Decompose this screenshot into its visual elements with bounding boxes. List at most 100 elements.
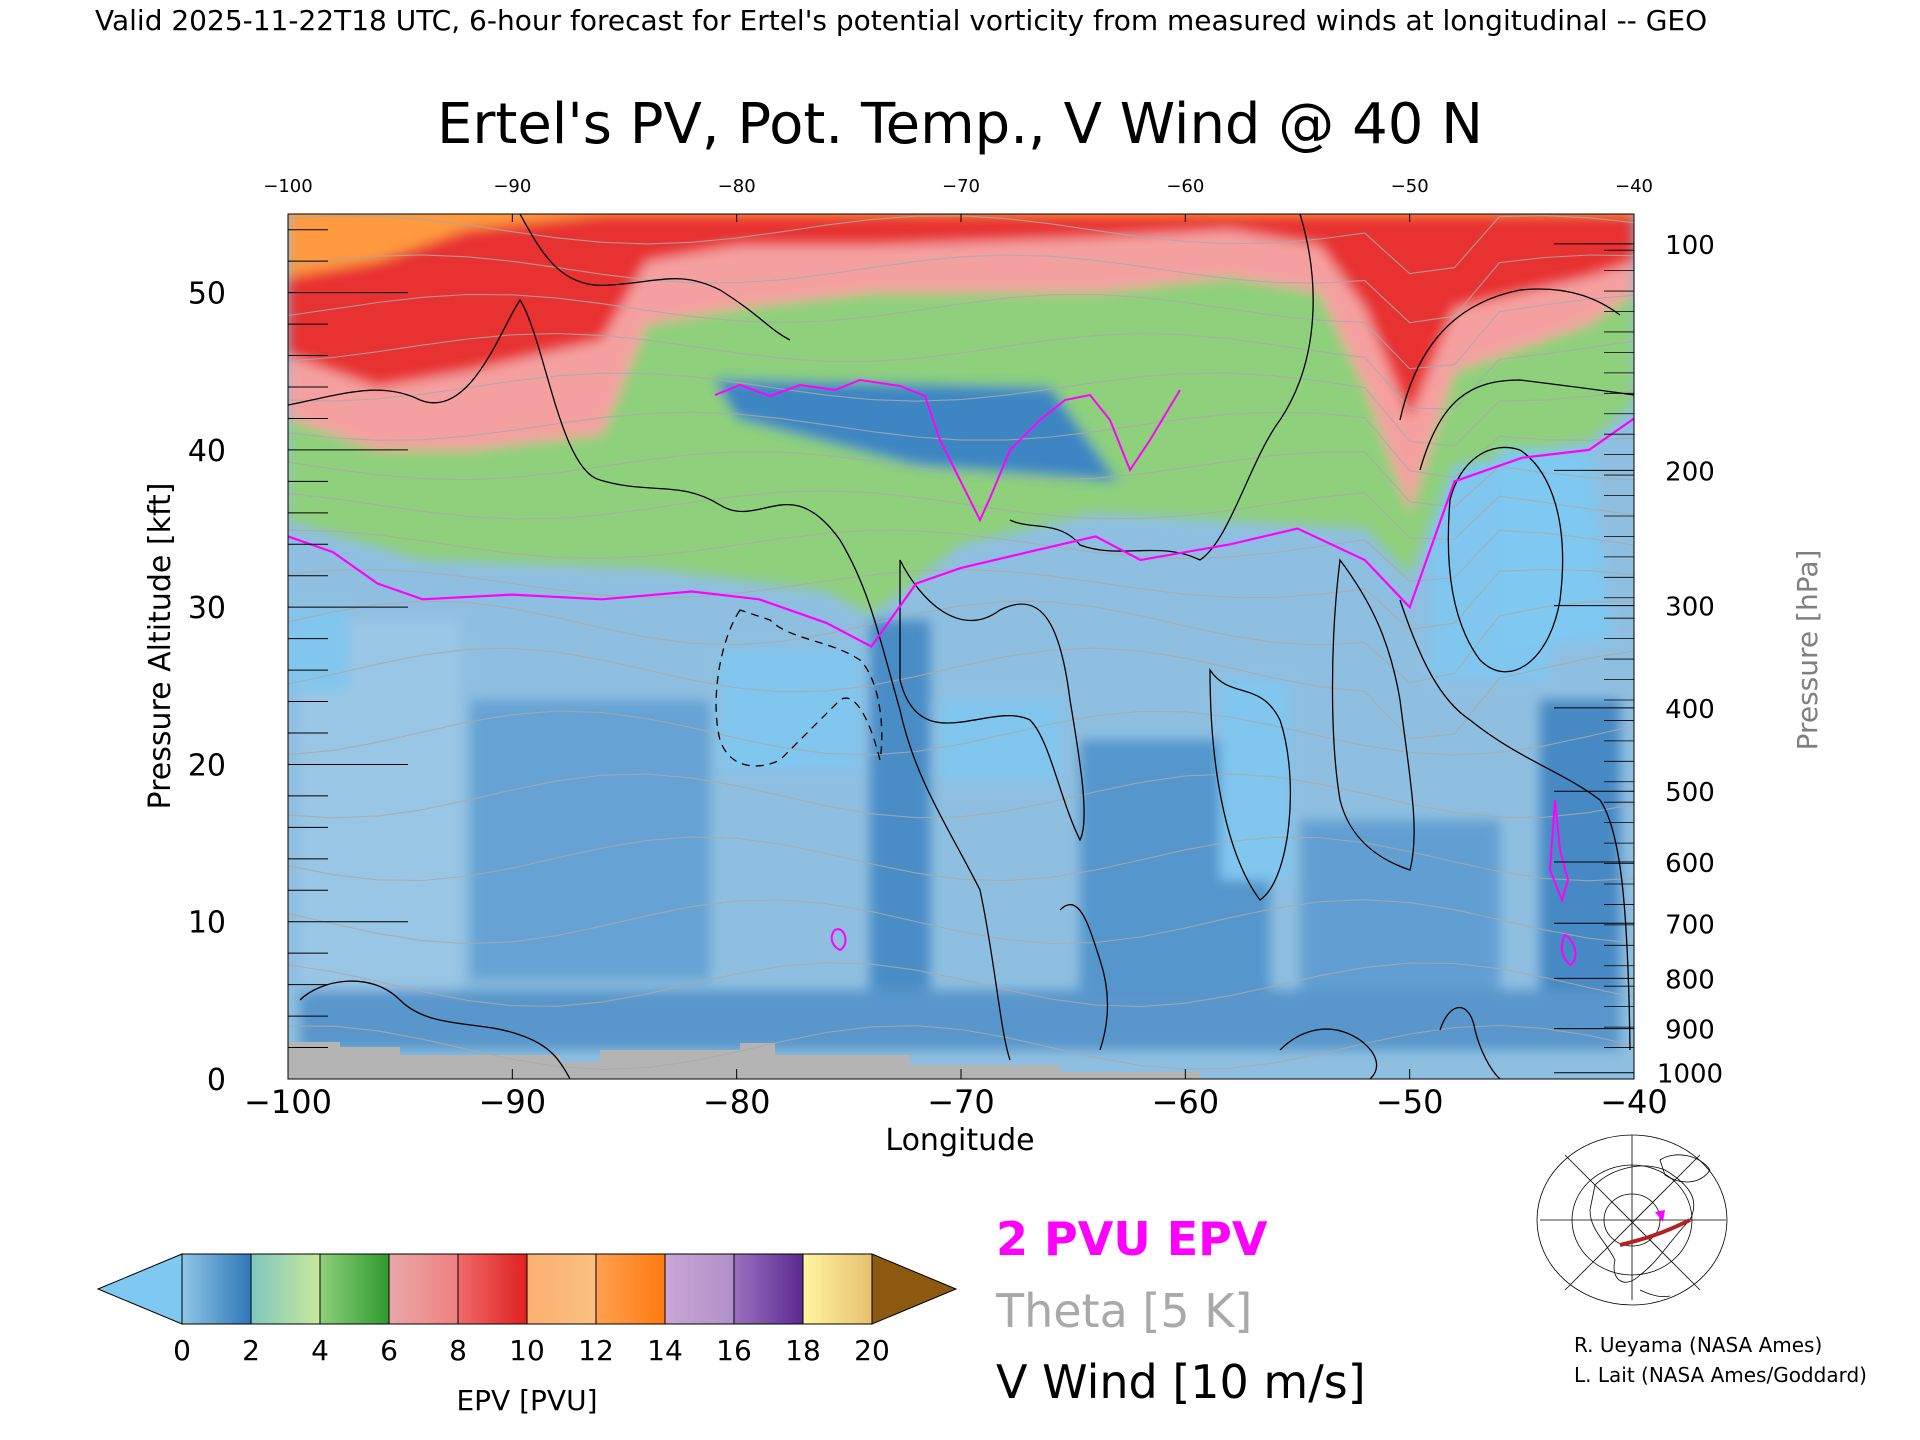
theta-line bbox=[288, 372, 1634, 447]
colorbar: 0 2 4 6 8 10 12 14 16 18 20 bbox=[96, 1253, 958, 1367]
legend-vwind: V Wind [10 m/s] bbox=[996, 1355, 1366, 1409]
y-tick-label: 10 bbox=[188, 906, 226, 941]
pressure-tick-label: 200 bbox=[1665, 457, 1715, 487]
theta-line bbox=[288, 254, 1634, 324]
pressure-tick-label: 800 bbox=[1665, 965, 1715, 995]
theta-line bbox=[288, 411, 1634, 479]
pressure-tick-label: 500 bbox=[1665, 778, 1715, 808]
epv-layer-3 bbox=[288, 214, 1634, 419]
legend-pv2: 2 PVU EPV bbox=[996, 1212, 1268, 1266]
colorbar-tick-label: 12 bbox=[578, 1334, 614, 1367]
map-section-line bbox=[1619, 1218, 1691, 1247]
theta-line bbox=[288, 836, 1634, 882]
colorbar-tick-label: 4 bbox=[311, 1334, 329, 1367]
epv-layer-4 bbox=[288, 214, 1634, 277]
colorbar-bin bbox=[388, 1253, 459, 1325]
theta-isentropes bbox=[288, 215, 1634, 1071]
colorbar-tick-label: 16 bbox=[716, 1334, 752, 1367]
theta-line bbox=[288, 773, 1634, 819]
stratosphere-layers bbox=[288, 214, 1634, 655]
theta-line bbox=[288, 332, 1634, 410]
theta-line bbox=[288, 451, 1634, 508]
theta-line bbox=[288, 600, 1634, 684]
colorbar-bin bbox=[802, 1253, 873, 1325]
map-marker bbox=[1655, 1210, 1665, 1222]
y-tick-label: 50 bbox=[188, 277, 226, 312]
theta-line bbox=[288, 568, 1634, 631]
pressure-tick-label: 900 bbox=[1665, 1016, 1715, 1046]
colorbar-tick-label: 2 bbox=[242, 1334, 260, 1367]
pressure-tick-label: 700 bbox=[1665, 910, 1715, 940]
x-tick-label: −50 bbox=[1376, 1083, 1444, 1121]
y-tick-label: 30 bbox=[188, 591, 226, 626]
colorbar-tick-label: 14 bbox=[647, 1334, 683, 1367]
epv-pocket bbox=[1499, 449, 1612, 655]
x-tick-label: −60 bbox=[1152, 1083, 1220, 1121]
theta-line bbox=[288, 647, 1634, 740]
colorbar-tick-label: 6 bbox=[380, 1334, 398, 1367]
pressure-tick-label: 100 bbox=[1665, 231, 1715, 261]
colorbar-bin bbox=[733, 1253, 804, 1325]
colorbar-label: EPV [PVU] bbox=[456, 1384, 597, 1417]
y-tick-label: 20 bbox=[188, 748, 226, 783]
epv-tongue bbox=[714, 379, 1119, 482]
valid-line: Valid 2025-11-22T18 UTC, 6-hour forecast… bbox=[95, 4, 1707, 37]
terrain bbox=[288, 1042, 1200, 1079]
legend-theta: Theta [5 K] bbox=[995, 1284, 1252, 1338]
pv2-upper-patches bbox=[714, 378, 1577, 967]
x-tick-label: −100 bbox=[244, 1083, 332, 1121]
locator-map bbox=[1535, 1134, 1730, 1306]
y-axis-pressure: 100 200 300 400 500 600 700 800 900 1000 bbox=[1554, 231, 1723, 1090]
x-top-tick-label: −100 bbox=[263, 176, 312, 197]
colorbar-under bbox=[96, 1253, 183, 1325]
x-top-tick-label: −90 bbox=[493, 176, 531, 197]
colorbar-bin bbox=[250, 1253, 321, 1325]
x-top-tick-label: −40 bbox=[1615, 176, 1653, 197]
theta-line bbox=[288, 899, 1634, 945]
colorbar-tick-label: 8 bbox=[449, 1334, 467, 1367]
theta-line bbox=[288, 1024, 1634, 1071]
y-tick-label: 40 bbox=[188, 434, 226, 469]
theta-line bbox=[288, 710, 1634, 756]
x-axis-label: Longitude bbox=[885, 1123, 1034, 1158]
pressure-tick-label: 1000 bbox=[1657, 1060, 1723, 1090]
theta-line bbox=[288, 490, 1634, 540]
chart-title: Ertel's PV, Pot. Temp., V Wind @ 40 N bbox=[437, 92, 1483, 157]
x-axis: −100 −90 −80 −70 −60 −50 −40 bbox=[244, 1069, 1668, 1121]
theta-line bbox=[288, 529, 1634, 582]
colorbar-over bbox=[871, 1253, 958, 1325]
x-tick-label: −40 bbox=[1600, 1083, 1668, 1121]
credit-1: R. Ueyama (NASA Ames) bbox=[1574, 1333, 1822, 1357]
colorbar-bin bbox=[181, 1253, 252, 1325]
colorbar-bin bbox=[595, 1253, 666, 1325]
colorbar-bin bbox=[457, 1253, 528, 1325]
x-tick-label: −90 bbox=[479, 1083, 547, 1121]
colorbar-tick-label: 10 bbox=[509, 1334, 545, 1367]
colorbar-tick-label: 20 bbox=[854, 1334, 890, 1367]
v-wind-contours bbox=[288, 214, 1634, 1079]
colorbar-tick-label: 18 bbox=[785, 1334, 821, 1367]
colorbar-bin bbox=[526, 1253, 597, 1325]
y-axis-kft: 0 10 20 30 40 50 bbox=[188, 229, 408, 1098]
x-tick-label: −70 bbox=[927, 1083, 995, 1121]
x-top-tick-label: −60 bbox=[1166, 176, 1204, 197]
theta-line bbox=[288, 962, 1634, 1008]
y-tick-label: 0 bbox=[207, 1063, 226, 1098]
theta-line bbox=[288, 293, 1634, 370]
plot-area bbox=[288, 214, 1634, 1079]
x-top-tick-label: −70 bbox=[942, 176, 980, 197]
x-top-tick-label: −50 bbox=[1391, 176, 1429, 197]
credit-2: L. Lait (NASA Ames/Goddard) bbox=[1574, 1363, 1867, 1387]
colorbar-bin bbox=[319, 1253, 390, 1325]
colorbar-bin bbox=[664, 1253, 735, 1325]
pv2-tropopause-line bbox=[288, 417, 1634, 648]
x-axis-top: −100 −90 −80 −70 −60 −50 −40 bbox=[263, 176, 1653, 222]
troposphere-texture bbox=[288, 460, 1620, 1050]
pressure-tick-label: 600 bbox=[1665, 849, 1715, 879]
pressure-tick-label: 300 bbox=[1665, 593, 1715, 623]
y2-axis-label: Pressure [hPa] bbox=[1791, 550, 1824, 751]
x-tick-label: −80 bbox=[703, 1083, 771, 1121]
colorbar-tick-label: 0 bbox=[173, 1334, 191, 1367]
pressure-tick-label: 400 bbox=[1665, 695, 1715, 725]
